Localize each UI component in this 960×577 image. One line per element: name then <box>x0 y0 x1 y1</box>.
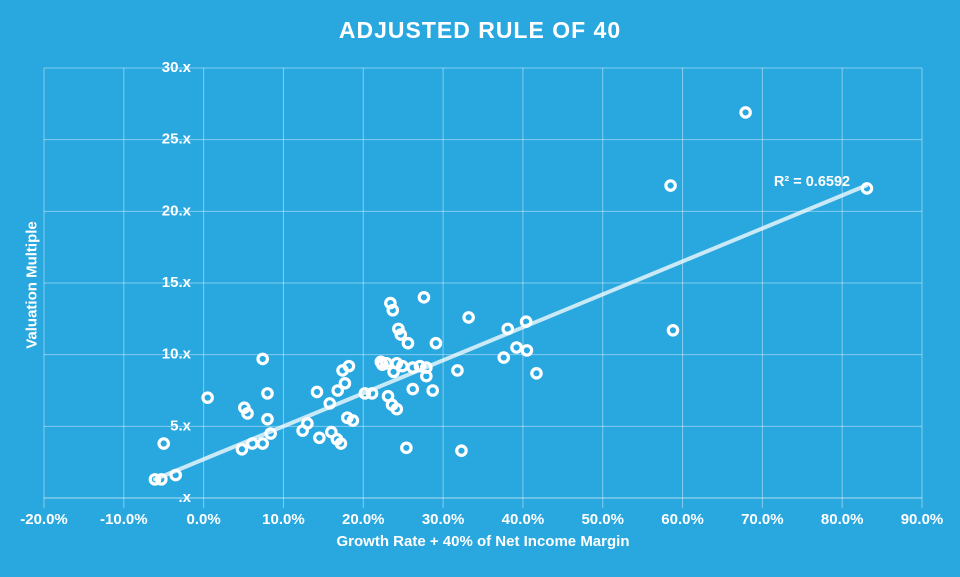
data-point <box>331 384 345 397</box>
x-tick-label: 80.0% <box>821 511 864 528</box>
y-tick-label: 15.x <box>162 274 192 291</box>
chart-title: ADJUSTED RULE OF 40 <box>338 17 622 43</box>
y-axis-title: Valuation Multiple <box>23 221 41 349</box>
data-point <box>313 431 326 445</box>
data-point <box>420 369 433 383</box>
data-point <box>365 387 379 400</box>
data-point <box>169 468 182 482</box>
data-point <box>358 387 372 400</box>
data-point <box>256 352 270 366</box>
data-point <box>497 351 511 364</box>
x-tick-label: 40.0% <box>502 511 545 528</box>
x-tick-label: 90.0% <box>901 511 944 528</box>
data-point <box>406 361 420 374</box>
y-tick-label: 10.x <box>162 346 192 363</box>
data-point <box>519 315 533 328</box>
data-point <box>246 437 259 450</box>
x-tick-label: 50.0% <box>581 511 624 528</box>
data-point <box>346 414 360 427</box>
data-point <box>860 182 874 195</box>
data-point <box>520 344 534 357</box>
data-point <box>301 417 314 430</box>
data-point <box>261 387 274 400</box>
data-point <box>451 364 464 377</box>
data-point <box>455 444 468 457</box>
y-tick-label: 5.x <box>170 417 192 434</box>
y-tick-label: 30.x <box>162 59 192 76</box>
data-point <box>342 359 356 373</box>
x-tick-label: 20.0% <box>342 511 385 528</box>
data-point <box>390 402 404 416</box>
data-point <box>334 437 348 450</box>
data-point <box>417 291 431 304</box>
x-tick-label: 70.0% <box>741 511 784 528</box>
x-tick-label: 30.0% <box>422 511 465 528</box>
data-point <box>155 473 168 486</box>
data-point <box>510 341 523 354</box>
data-point <box>406 382 420 396</box>
x-axis-title: Growth Rate + 40% of Net Income Margin <box>336 533 630 550</box>
data-point <box>386 303 400 317</box>
x-tick-label: -20.0% <box>20 511 68 528</box>
data-point <box>400 441 413 455</box>
data-point <box>157 437 171 450</box>
data-point <box>462 311 475 324</box>
data-point <box>387 365 400 379</box>
y-tick-label: 25.x <box>162 131 192 148</box>
data-point <box>261 412 274 426</box>
data-point <box>338 377 352 390</box>
data-point <box>264 427 277 440</box>
data-point <box>664 179 677 192</box>
x-tick-label: 10.0% <box>262 511 305 528</box>
data-point <box>148 473 162 486</box>
y-tick-label: .x <box>178 489 191 506</box>
data-point <box>201 391 214 404</box>
y-tick-label: 20.x <box>162 202 192 219</box>
data-point <box>235 442 249 456</box>
data-point <box>739 106 752 119</box>
data-point <box>310 385 324 399</box>
r-squared-annotation: R² = 0.6592 <box>773 174 851 190</box>
data-point <box>394 328 408 341</box>
x-tick-label: 0.0% <box>187 511 221 528</box>
data-point <box>426 384 440 397</box>
data-point <box>413 359 427 373</box>
data-point <box>256 437 270 450</box>
data-point <box>241 407 254 420</box>
data-point <box>401 336 415 350</box>
x-tick-label: -10.0% <box>100 511 148 528</box>
data-point <box>530 366 543 380</box>
data-point <box>501 322 515 336</box>
data-point <box>323 397 337 410</box>
data-point <box>429 336 443 350</box>
x-tick-label: 60.0% <box>661 511 704 528</box>
data-point <box>666 323 680 337</box>
